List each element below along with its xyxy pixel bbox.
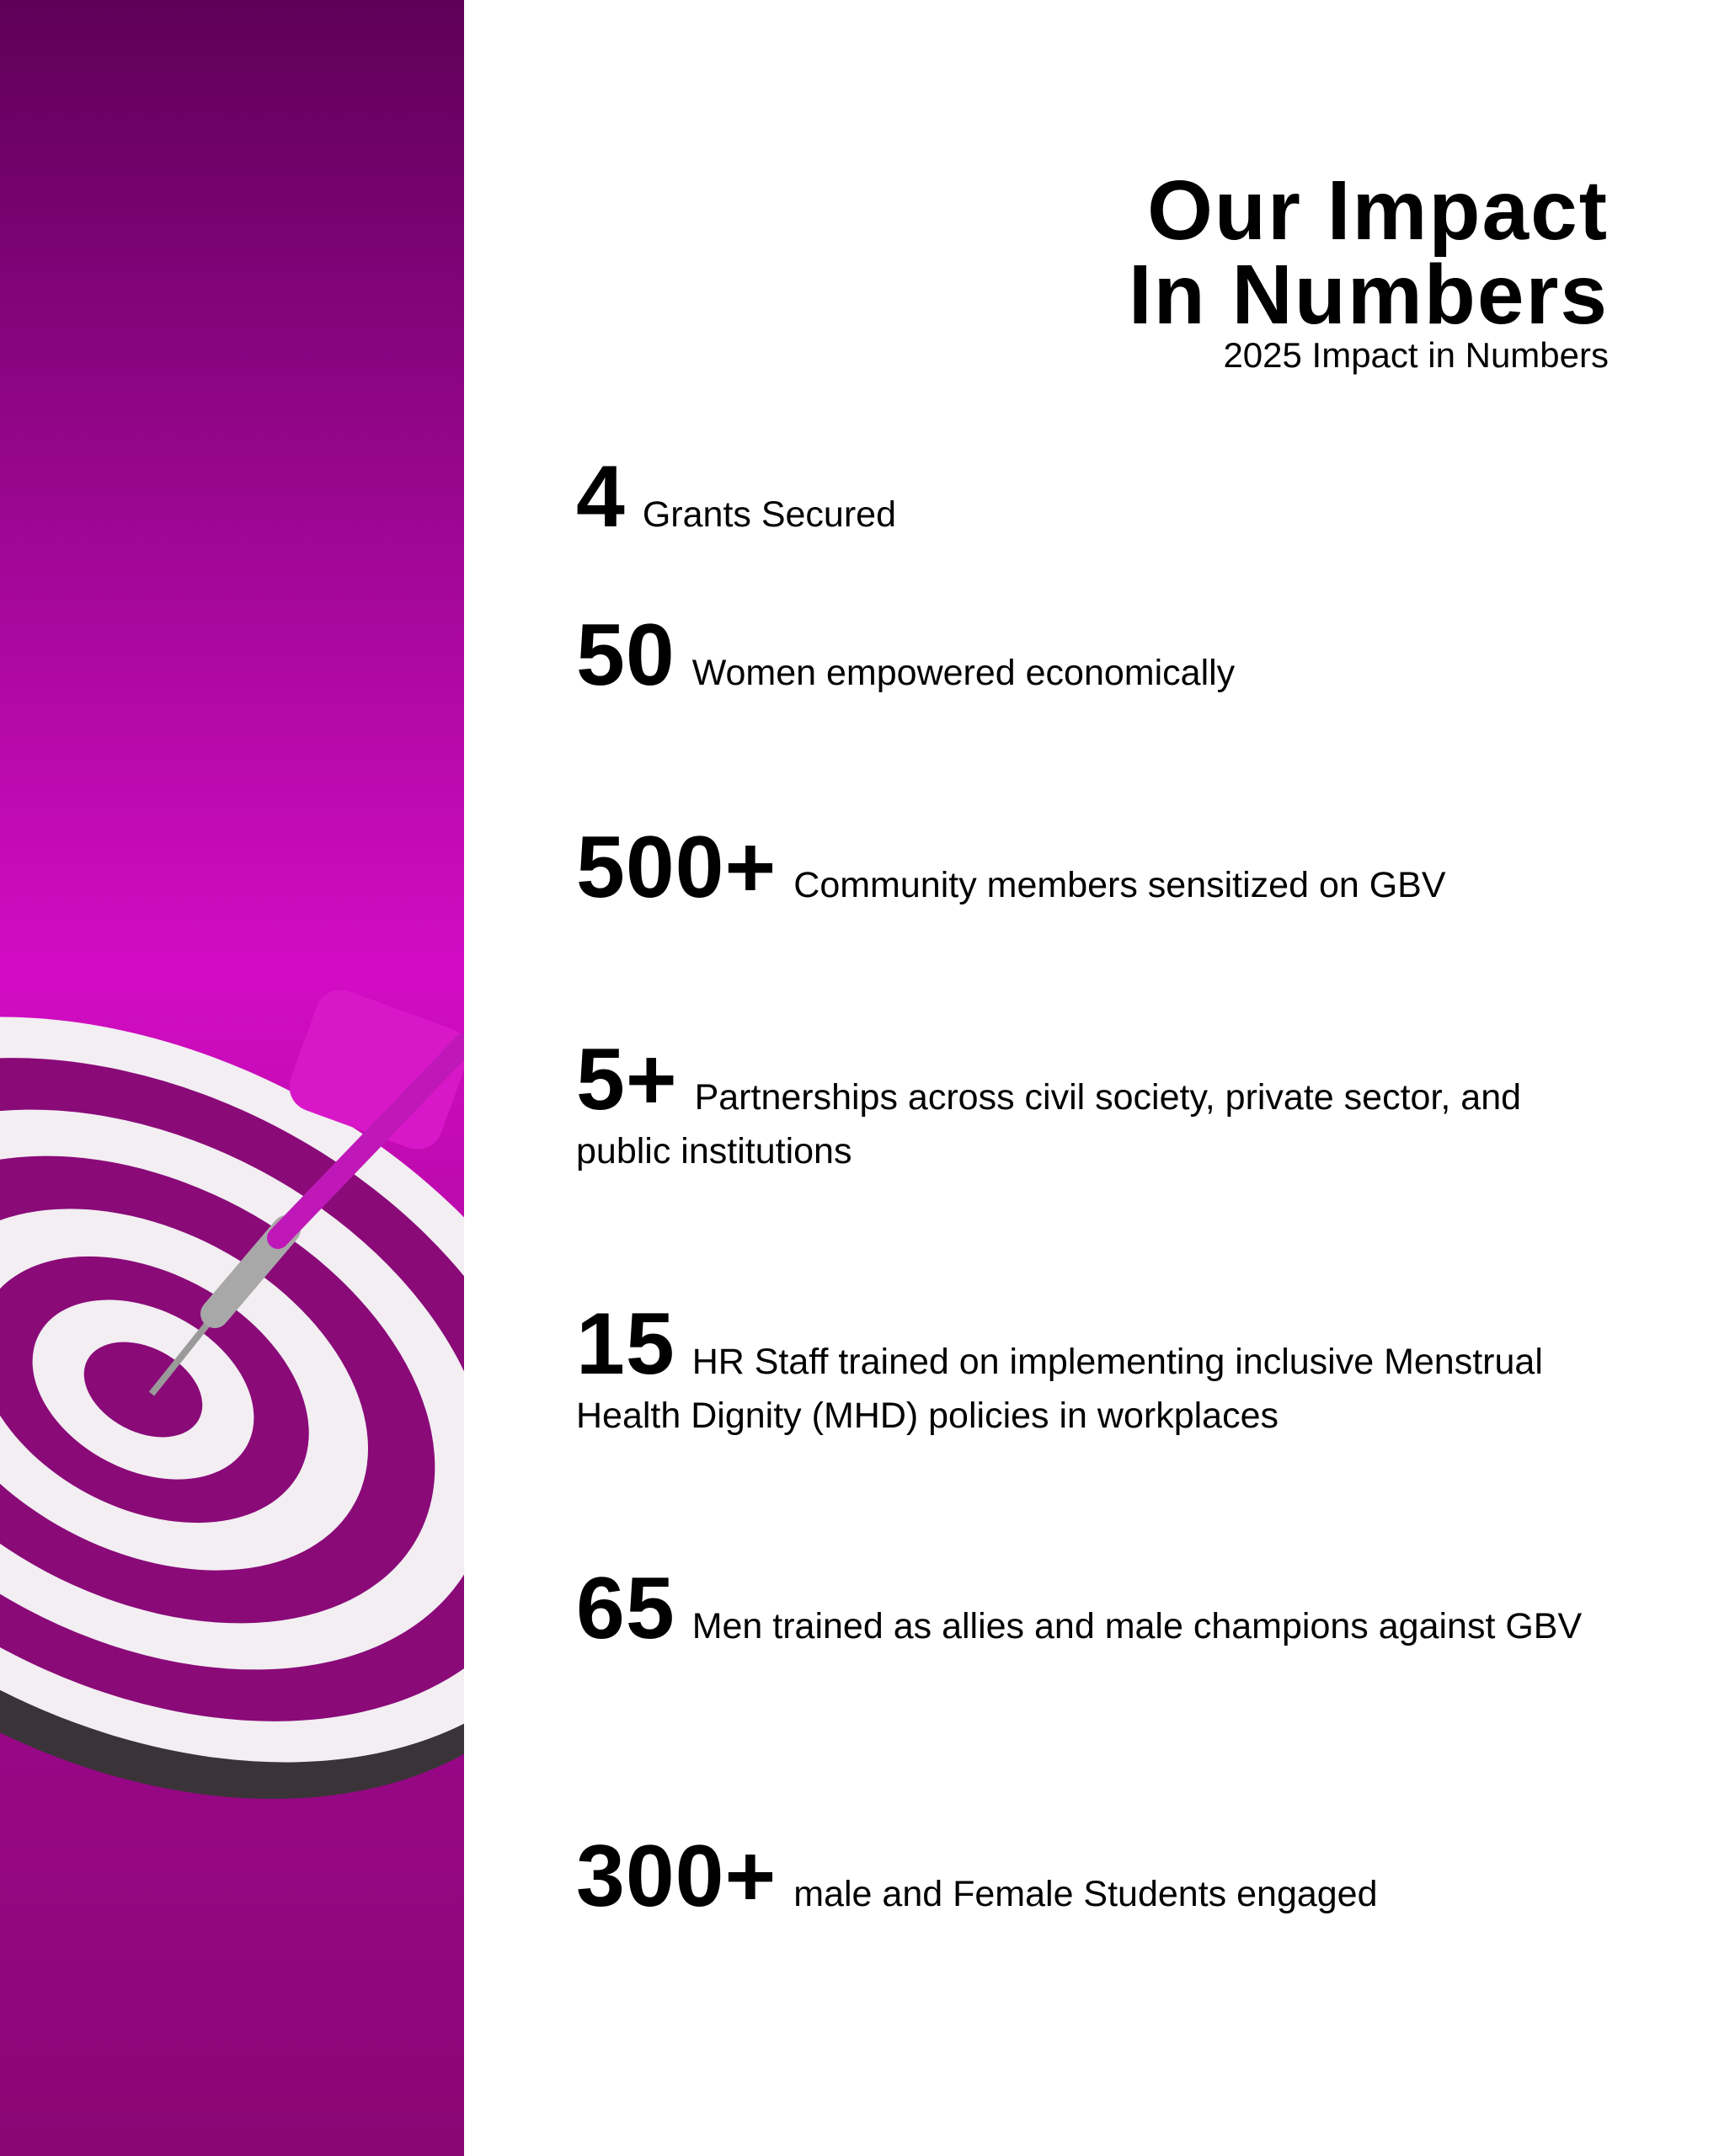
stat-label: Grants Secured [642,494,896,535]
dartboard-illustration [0,0,464,2156]
title-line-2: In Numbers [1128,248,1609,342]
title-line-1: Our Impact [1147,163,1609,258]
stat-students: 300+ male and Female Students engaged [576,1833,1620,1921]
stat-value: 50 [576,606,675,704]
stat-label: Men trained as allies and male champions… [691,1606,1583,1646]
stat-hr-staff: 15 HR Staff trained on implementing inclu… [576,1300,1620,1443]
page-subtitle: 2025 Impact in Numbers [1223,335,1609,375]
stat-value: 500+ [576,819,777,916]
stat-community: 500+ Community members sensitized on GBV [576,824,1620,912]
target-dart-icon [0,0,464,2156]
stat-label: Women empowered economically [691,653,1236,693]
stat-women: 50 Women empowered economically [576,611,1620,700]
stat-partnerships: 5+ Partnerships across civil society, pri… [576,1036,1620,1178]
stat-label: HR Staff trained on implementing inclusi… [576,1342,1543,1436]
stat-label: Community members sensitized on GBV [793,865,1446,905]
stat-label: male and Female Students engaged [793,1874,1378,1914]
stat-grants: 4 Grants Secured [576,453,1620,542]
page-title: Our Impact In Numbers [1129,168,1609,337]
stat-value: 5+ [576,1031,678,1129]
stat-men: 65 Men trained as allies and male champio… [576,1565,1620,1653]
stat-label: Partnerships across civil society, priva… [576,1077,1522,1171]
stat-value: 65 [576,1560,675,1657]
stat-value: 15 [576,1295,675,1393]
stat-value: 300+ [576,1828,777,1925]
stat-value: 4 [576,448,626,546]
